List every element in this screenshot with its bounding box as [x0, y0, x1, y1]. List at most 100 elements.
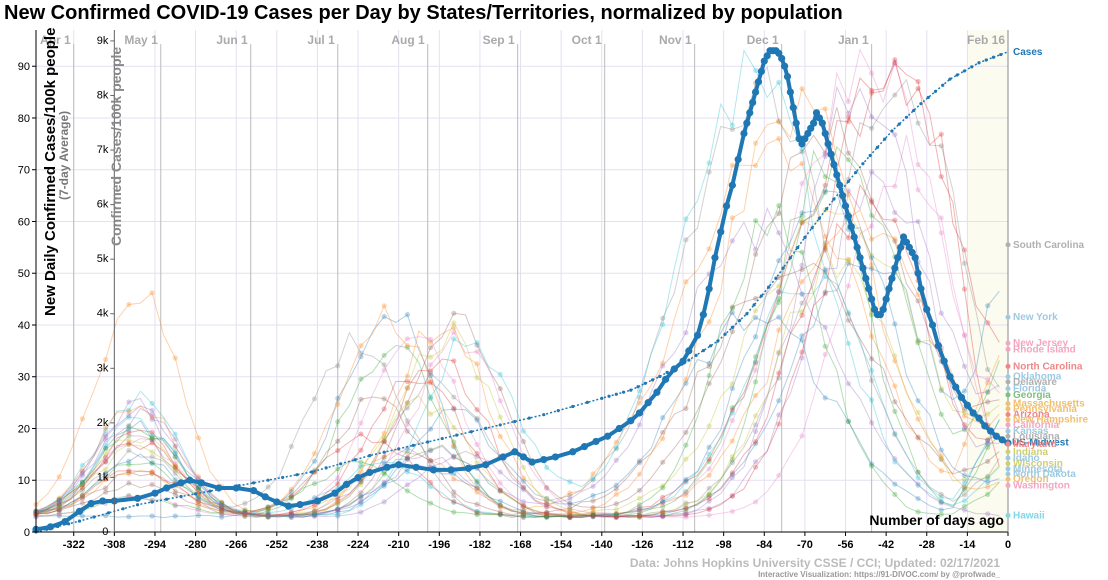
state-point: [265, 513, 271, 519]
state-point: [892, 353, 898, 359]
state-point: [799, 249, 805, 255]
cumulative-point: [150, 500, 154, 504]
x-tick-label: -224: [347, 539, 370, 551]
state-point: [892, 358, 898, 364]
state-point: [79, 496, 86, 502]
state-point: [613, 513, 619, 519]
state-point: [219, 505, 225, 511]
state-point: [938, 511, 944, 517]
us-midwest-point: [743, 119, 751, 127]
us-midwest-point: [847, 223, 855, 231]
state-point: [358, 354, 364, 360]
us-midwest-point: [751, 88, 760, 96]
state-point: [381, 435, 387, 441]
state-point: [799, 355, 805, 361]
state-point: [822, 151, 828, 157]
state-point: [358, 431, 364, 437]
us-midwest-point: [273, 498, 281, 506]
state-point: [126, 480, 132, 486]
state-point: [497, 487, 503, 493]
state-point: [869, 420, 875, 426]
us-midwest-point: [366, 468, 374, 477]
state-point: [79, 482, 86, 488]
state-point: [869, 397, 875, 403]
cumulative-point: [759, 294, 763, 298]
state-point: [915, 218, 921, 225]
state-point: [288, 512, 294, 519]
state-point: [195, 485, 202, 491]
state-point: [288, 511, 294, 518]
cumulative-point: [658, 374, 662, 379]
state-point: [892, 92, 898, 98]
state-point: [683, 405, 689, 412]
state-point: [381, 367, 387, 373]
state-point: [869, 377, 875, 384]
cumulative-point: [875, 145, 880, 149]
state-point: [776, 350, 782, 356]
state-point: [520, 511, 527, 517]
y-axis-subtitle: (7-day Average): [57, 111, 71, 200]
state-point: [752, 464, 759, 470]
state-point: [474, 441, 480, 447]
state-point: [219, 500, 225, 506]
cumulative-point: [774, 276, 778, 280]
state-point: [520, 507, 527, 513]
cumulative-point: [397, 447, 401, 451]
state-end-point: [1005, 482, 1011, 488]
state-point: [822, 106, 828, 112]
state-end-point: [1005, 471, 1011, 477]
us-midwest-point: [780, 62, 789, 70]
state-point: [613, 512, 619, 518]
state-point: [381, 454, 387, 460]
us-midwest-point: [952, 383, 960, 391]
state-point: [428, 380, 434, 386]
state-point: [56, 506, 62, 512]
state-point: [752, 392, 759, 399]
state-point: [404, 455, 410, 461]
state-point: [474, 450, 480, 457]
state-point: [451, 378, 457, 384]
state-point: [776, 296, 782, 302]
state-point: [79, 416, 86, 422]
state-point: [358, 459, 364, 465]
state-point: [567, 490, 573, 496]
state-label: Pennsylvania: [1013, 404, 1077, 415]
state-point: [938, 230, 944, 236]
state-point: [636, 513, 643, 519]
state-point: [428, 368, 434, 374]
state-point: [636, 487, 643, 493]
month-label: Feb 16: [967, 33, 1005, 47]
state-point: [520, 502, 527, 509]
state-point: [613, 501, 619, 507]
state-point: [985, 491, 991, 497]
state-point: [544, 498, 550, 504]
state-point: [172, 491, 178, 497]
cumulative-point: [484, 426, 488, 430]
y2-axis-title: Confirmed Cases/100k people: [108, 47, 124, 246]
state-point: [451, 439, 457, 445]
state-point: [381, 352, 387, 358]
state-point: [613, 514, 619, 520]
state-point: [752, 499, 759, 505]
us-midwest-point: [986, 427, 995, 435]
state-point: [706, 495, 712, 501]
state-point: [822, 269, 828, 275]
state-line: [35, 48, 1000, 518]
state-point: [195, 490, 202, 496]
state-point: [242, 513, 248, 519]
state-end-point: [1005, 449, 1011, 455]
cumulative-point: [730, 325, 734, 329]
state-point: [103, 445, 109, 451]
us-midwest-point: [856, 254, 864, 262]
state-label: New Hampshire: [1013, 415, 1088, 426]
state-point: [706, 363, 712, 369]
state-point: [335, 448, 341, 454]
state-point: [567, 515, 573, 521]
state-point: [195, 485, 202, 491]
us-midwest-point: [934, 342, 942, 350]
state-end-point: [1005, 340, 1011, 346]
us-midwest-point: [963, 401, 971, 409]
cumulative-point: [708, 344, 713, 348]
state-point: [103, 356, 109, 363]
viz-credit[interactable]: Interactive Visualization: https://91-DI…: [758, 570, 1000, 579]
